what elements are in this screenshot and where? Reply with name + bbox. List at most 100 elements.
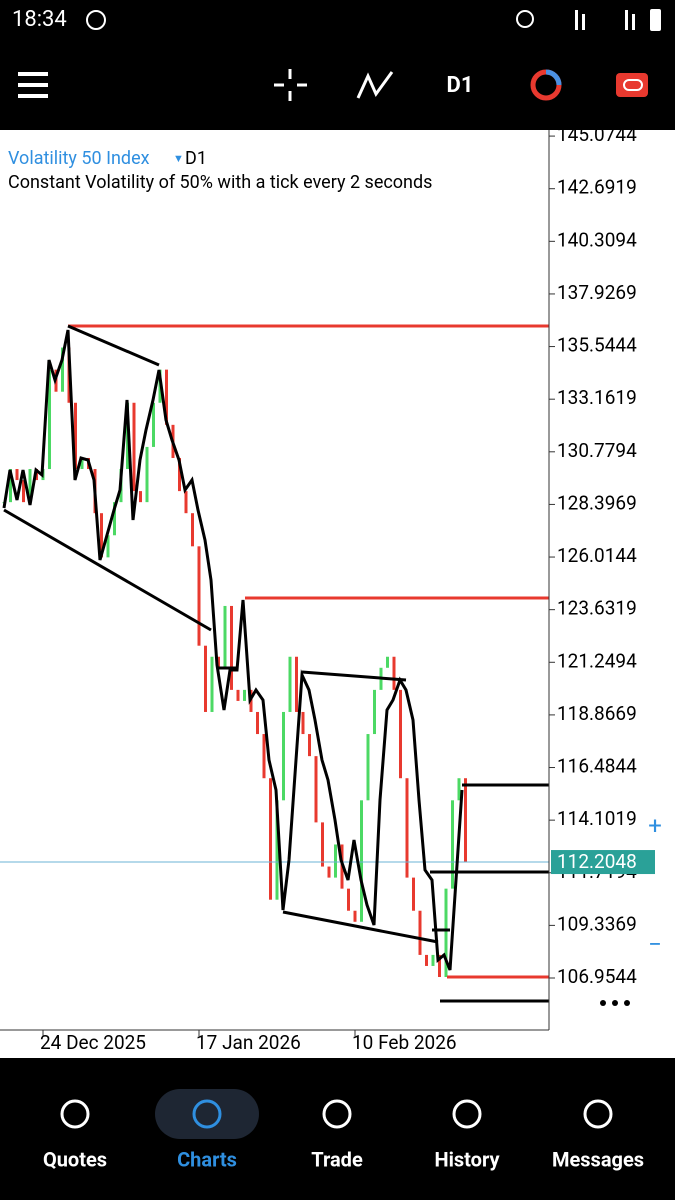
candle: [275, 800, 279, 900]
more-button[interactable]: [600, 1000, 630, 1006]
nav-icon: [322, 1099, 352, 1129]
candle: [15, 469, 19, 481]
y-tick-label: 114.1019: [557, 807, 637, 830]
trade-button[interactable]: [616, 73, 648, 97]
candle: [334, 844, 337, 878]
candle: [321, 822, 324, 867]
nav-item[interactable]: Trade: [311, 1147, 363, 1171]
candle: [282, 711, 285, 801]
candle: [464, 778, 467, 863]
y-tick-label: 126.0144: [557, 544, 637, 567]
candle: [457, 778, 461, 801]
candle: [113, 502, 116, 536]
candle: [184, 491, 188, 514]
y-tick-label: 145.0744: [557, 123, 637, 146]
zoom-out[interactable]: [641, 932, 669, 960]
candle: [347, 888, 350, 911]
nav-item[interactable]: Messages: [552, 1147, 644, 1171]
trade-icon: [623, 79, 643, 91]
candle: [165, 369, 168, 425]
nav-item[interactable]: History: [434, 1147, 500, 1171]
y-tick-label: 128.3969: [557, 491, 637, 514]
x-tick-label: 10 Feb 2026: [352, 1031, 457, 1054]
nav-icon: [192, 1099, 222, 1129]
zoom-in[interactable]: [641, 812, 669, 840]
candle: [301, 711, 305, 735]
candle: [191, 513, 194, 547]
nav-item[interactable]: Quotes: [43, 1147, 107, 1171]
candle: [22, 480, 25, 503]
candle: [28, 469, 32, 503]
candle: [392, 656, 396, 690]
candle: [360, 800, 363, 922]
candle: [145, 446, 149, 503]
candle: [444, 888, 448, 977]
nav-icon: [583, 1099, 613, 1129]
candle: [431, 954, 435, 966]
nav-item[interactable]: Charts: [177, 1147, 237, 1171]
candle: [132, 402, 136, 492]
candle: [210, 656, 214, 712]
symbol-dropdown[interactable]: ▼: [173, 152, 184, 165]
chart-timeframe: D1: [185, 148, 207, 169]
candle: [295, 656, 298, 712]
y-tick-label: 121.2494: [557, 649, 637, 672]
status-icon: [86, 10, 106, 30]
indicators-button[interactable]: [356, 71, 394, 99]
y-tick-label: 109.3369: [557, 912, 637, 935]
x-tick-label: 24 Dec 2025: [40, 1031, 146, 1054]
candle: [61, 347, 64, 392]
current-price-label: 112.2048: [557, 850, 637, 873]
candle: [243, 689, 246, 701]
nav-items: Quotes Charts Trade History Messages: [43, 1099, 644, 1171]
candle: [178, 457, 181, 492]
candle: [236, 689, 240, 701]
candle: [80, 457, 84, 470]
menu-button[interactable]: [18, 72, 48, 98]
candle: [288, 656, 292, 712]
candle: [353, 910, 357, 922]
candle: [230, 605, 233, 690]
y-tick-label: 133.1619: [557, 386, 637, 409]
trend-drawings: [2, 324, 549, 1003]
bottom-nav: [0, 1058, 675, 1200]
chart-area: [0, 130, 675, 1058]
active-tab-bg: [155, 1089, 259, 1139]
nav-icon: [452, 1099, 482, 1129]
candle: [223, 605, 227, 668]
y-tick-label: 140.3094: [557, 228, 637, 251]
top-bar: [0, 0, 675, 130]
objects-icon: [545, 69, 562, 86]
x-tick-label: 17 Jan 2026: [196, 1031, 301, 1054]
status-icons: [516, 9, 661, 31]
candle: [204, 645, 207, 712]
candle: [308, 734, 311, 757]
candle: [327, 866, 331, 878]
candle: [9, 469, 12, 503]
candle: [405, 778, 409, 878]
candle: [74, 402, 77, 470]
candle: [152, 402, 155, 447]
candle: [412, 877, 415, 911]
symbol-name[interactable]: Volatility 50 Index: [8, 148, 150, 169]
candle: [106, 535, 110, 558]
zoom-in-icon: +: [648, 811, 662, 839]
timeframe-button[interactable]: D1: [447, 73, 474, 98]
y-tick-label: 130.7794: [557, 439, 637, 462]
candle: [418, 910, 422, 955]
y-tick-label: 106.9544: [557, 965, 637, 988]
crosshair-button[interactable]: [274, 69, 307, 101]
candle: [438, 954, 441, 977]
candle: [314, 756, 318, 823]
candle: [197, 546, 201, 646]
axis-labels: 145.0744 142.6919 140.3094 137.9269 135.5444…: [40, 123, 655, 1054]
candle: [217, 656, 220, 668]
y-tick-label: 118.8669: [557, 702, 637, 725]
candle: [373, 689, 376, 735]
candle: [262, 734, 266, 779]
candle: [139, 491, 142, 503]
candle: [425, 954, 428, 966]
y-tick-label: 116.4844: [557, 755, 637, 778]
